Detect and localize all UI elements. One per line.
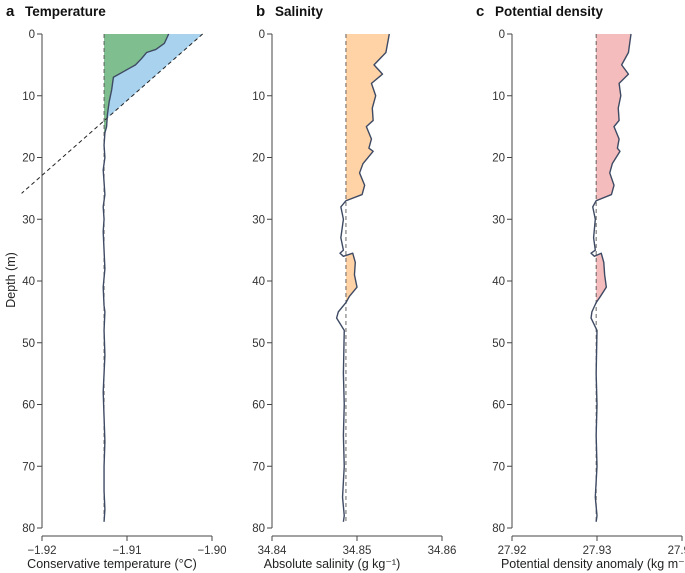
panel-a-letter: a xyxy=(6,3,15,20)
panel-a-y-tick-label: 40 xyxy=(22,276,35,288)
panel-b-anomaly-area-1 xyxy=(345,34,390,201)
panel-c-x-tick-label: 27.93 xyxy=(583,545,612,557)
panel-a-x-tick-label: −1.92 xyxy=(27,545,56,557)
panel-c-x-tick-label: 27.94 xyxy=(668,545,685,557)
panel-a-y-tick-label: 70 xyxy=(22,461,35,473)
panel-b-y-tick-label: 70 xyxy=(252,461,265,473)
panel-a-freezing-line xyxy=(21,33,203,194)
panel-c-y-tick-label: 10 xyxy=(492,91,505,103)
panel-a-title: Temperature xyxy=(25,4,106,19)
panel-b-profile-line xyxy=(335,33,390,522)
panel-a-y-tick-label: 50 xyxy=(22,338,35,350)
panel-c-anomaly-area-1 xyxy=(596,34,631,201)
panel-a-y-tick-label: 20 xyxy=(22,153,35,165)
panel-b-y-tick-label: 50 xyxy=(252,338,265,350)
panel-c-x-axis-label: Potential density anomaly (kg m⁻³) xyxy=(501,557,685,571)
panel-a-y-tick-label: 0 xyxy=(29,29,35,41)
panel-c-y-tick-label: 70 xyxy=(492,461,505,473)
panel-c-y-tick-label: 30 xyxy=(492,214,505,226)
panel-c-y-tick-label: 60 xyxy=(492,400,505,412)
panel-b-y-tick-label: 60 xyxy=(252,400,265,412)
panel-a-x-tick-label: −1.91 xyxy=(112,545,141,557)
panel-b-y-tick-label: 10 xyxy=(252,91,265,103)
panel-c-y-tick-label: 50 xyxy=(492,338,505,350)
panel-b-y-tick-label: 40 xyxy=(252,276,265,288)
panel-b-y-tick-label: 20 xyxy=(252,153,265,165)
panel-a-warm-area xyxy=(104,34,169,133)
panel-a-y-tick-label: 60 xyxy=(22,400,35,412)
panel-b-letter: b xyxy=(256,3,265,20)
y-axis-label: Depth (m) xyxy=(4,252,18,308)
panel-b-y-tick-label: 30 xyxy=(252,214,265,226)
panel-b-x-tick-label: 34.85 xyxy=(343,545,372,557)
panel-a-x-tick-label: −1.90 xyxy=(197,545,226,557)
panel-c-y-tick-label: 0 xyxy=(499,29,505,41)
panel-c-profile-line xyxy=(590,33,632,522)
panel-b-y-tick-label: 0 xyxy=(259,29,265,41)
panel-c-y-tick-label: 80 xyxy=(492,523,505,535)
panel-b-anomaly-area-2 xyxy=(345,250,357,306)
panel-a-y-tick-label: 10 xyxy=(22,91,35,103)
panel-c-y-tick-label: 20 xyxy=(492,153,505,165)
panel-b-x-tick-label: 34.86 xyxy=(428,545,457,557)
panel-a-x-axis-label: Conservative temperature (°C) xyxy=(27,557,197,571)
panel-b-x-axis-label: Absolute salinity (g kg⁻¹) xyxy=(264,557,401,571)
panel-b-x-tick-label: 34.84 xyxy=(258,545,287,557)
panel-a-y-tick-label: 30 xyxy=(22,214,35,226)
panel-c-letter: c xyxy=(476,3,484,20)
panel-c-y-tick-label: 40 xyxy=(492,276,505,288)
panel-b-y-tick-label: 80 xyxy=(252,523,265,535)
panel-b-title: Salinity xyxy=(275,4,324,19)
panel-c-title: Potential density xyxy=(495,4,604,19)
panel-c-x-tick-label: 27.92 xyxy=(498,545,527,557)
panel-a-y-tick-label: 80 xyxy=(22,523,35,535)
panel-a-profile-line xyxy=(102,33,170,522)
